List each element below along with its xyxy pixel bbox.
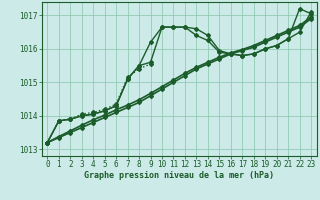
- X-axis label: Graphe pression niveau de la mer (hPa): Graphe pression niveau de la mer (hPa): [84, 171, 274, 180]
